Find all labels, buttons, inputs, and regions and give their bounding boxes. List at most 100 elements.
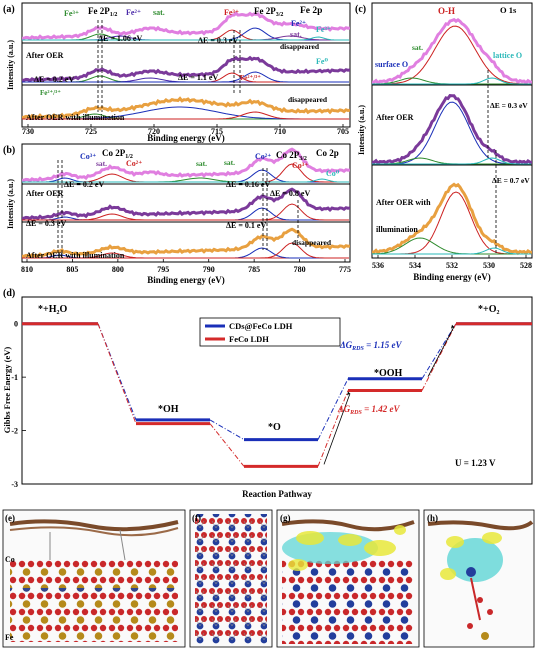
panel-c-spectrum-mid <box>372 94 532 166</box>
fe23-mid-label: Fe²⁺/³⁺ <box>240 74 261 82</box>
co3-left-label: Co³⁺ <box>80 152 96 161</box>
energy-connector <box>421 323 457 380</box>
y-tick-label: -2 <box>11 427 18 436</box>
state-o2-label: *+O₂ <box>478 304 499 315</box>
x-tick-label: 725 <box>85 127 97 136</box>
disappeared-b: disappeared <box>292 238 332 247</box>
de-b4: ΔE = 0.3 eV <box>26 219 66 228</box>
panel-f-structure: (f) <box>189 509 273 648</box>
surface-o-label: surface O <box>375 60 408 69</box>
x-tick-label: 790 <box>203 265 215 274</box>
co0-label: Co⁰ <box>326 169 340 178</box>
fe2-mid-label: Fe²⁺ <box>291 19 306 28</box>
co2-mid-label: Co²⁺ <box>126 159 142 168</box>
sat-b1-label: sat. <box>96 159 107 168</box>
panel-a-x-ticks: 730 725 720 715 710 705 <box>22 124 349 136</box>
after-oer-c: After OER <box>376 113 414 122</box>
panel-c-xlabel: Binding energy (eV) <box>413 272 491 282</box>
dg-blue-label: ΔGRDS = 1.15 eV <box>339 340 402 352</box>
panel-g-lattice <box>282 560 414 644</box>
energy-connector <box>421 323 457 391</box>
panel-e-lattice-layer <box>10 588 178 598</box>
sat-b3-label: sat. <box>224 158 235 167</box>
energy-connector <box>209 419 245 441</box>
fe23-left-label: Fe²⁺/³⁺ <box>40 89 61 97</box>
x-tick-label: 530 <box>483 261 495 270</box>
legend-label-feco: FeCo LDH <box>229 334 269 344</box>
x-tick-label: 536 <box>372 261 384 270</box>
fe3-right-label: Fe³⁺ <box>316 25 331 34</box>
after-oer-ill-b: After OER with illumination <box>26 251 125 260</box>
panel-b-fit-components <box>22 163 349 259</box>
fe2-left-label: Fe²⁺ <box>126 8 141 17</box>
energy-connector <box>317 390 349 467</box>
panel-a-fe2p: (a) Fe 2p Fe 2P1/2 Fe 2P3/2 Fe³⁺ Fe²⁺ sa… <box>3 2 351 143</box>
panel-d-letter: (d) <box>3 288 15 299</box>
legend-label-cds: CDs@FeCo LDH <box>229 321 293 331</box>
panel-c-frame <box>371 2 533 259</box>
panel-h-fe-atom <box>481 632 489 640</box>
panel-b-letter: (b) <box>3 145 15 156</box>
panel-b-xlabel: Binding energy (eV) <box>147 275 225 285</box>
sat-a2-label: sat. <box>290 30 302 39</box>
panel-b-spectrum-bot <box>22 227 350 259</box>
sat-a-label: sat. <box>153 8 165 17</box>
fit-component <box>22 178 349 183</box>
panel-b-spectrum-mid <box>22 187 350 221</box>
panel-h-frame <box>423 509 535 648</box>
x-tick-label: 780 <box>294 265 306 274</box>
x-tick-label: 730 <box>22 127 34 136</box>
panel-a-letter: (a) <box>3 4 15 15</box>
panel-a-spectrum-mid <box>22 55 350 83</box>
y-tick-label: -3 <box>11 480 18 489</box>
panel-a-xlabel: Binding energy (eV) <box>147 133 225 143</box>
panel-h-co-atom <box>466 567 476 577</box>
panel-a-ylabel: Intensity (a.u.) <box>6 40 15 90</box>
panel-e-structure: (e) Co Fe <box>2 509 186 648</box>
u-label: U = 1.23 V <box>455 458 496 468</box>
rds-arrow <box>427 326 455 377</box>
fe2p12-label: Fe 2P1/2 <box>88 6 117 18</box>
state-ooh-label: *OOH <box>374 368 403 379</box>
x-tick-label: 805 <box>66 265 78 274</box>
y-tick-label: 0 <box>14 320 18 329</box>
after-oer-ill-c1: After OER with <box>376 198 431 207</box>
panel-b-ylabel: Intensity (a.u.) <box>6 179 15 229</box>
panel-d-frame <box>21 296 533 485</box>
de-c1: ΔE = 0.3 eV <box>490 101 528 110</box>
panel-c-ylabel: Intensity (a.u.) <box>357 105 366 155</box>
rds-arrow <box>323 393 351 465</box>
de-b5: ΔE = 0.1 eV <box>226 221 266 230</box>
fit-component <box>22 71 349 83</box>
fe3-left-label: Fe³⁺ <box>64 9 79 18</box>
fit-component <box>22 203 349 221</box>
panel-c-spectrum-top <box>372 17 532 86</box>
x-tick-label: 810 <box>21 265 33 274</box>
panel-a-fit-components <box>22 27 349 120</box>
x-tick-label: 785 <box>248 265 260 274</box>
fit-component <box>372 25 532 85</box>
co2p32-label: Co 2P3/2 <box>276 150 307 162</box>
de-a1: ΔE = 1.06 eV <box>98 34 142 43</box>
fe3-mid-label: Fe³⁺ <box>224 8 239 17</box>
panel-a-frame <box>21 2 351 128</box>
panel-c-x-ticks: 536 534 532 530 528 <box>372 255 532 270</box>
panel-h-depletion-region <box>447 538 503 582</box>
disappeared-a2: disappeared <box>288 95 328 104</box>
after-oer-b: After OER <box>26 189 64 198</box>
panel-g-accumulation-region <box>296 531 324 545</box>
x-tick-label: 720 <box>148 127 160 136</box>
disappeared-a1: disappeared <box>280 42 320 51</box>
fit-component <box>22 242 349 259</box>
de-b1: ΔE = 0.2 eV <box>64 180 104 189</box>
de-b2: ΔE = 0.16 eV <box>226 180 270 189</box>
co-label: Co <box>5 555 15 564</box>
de-a3: ΔE = 0.2 eV <box>34 75 74 84</box>
x-tick-label: 705 <box>337 127 349 136</box>
co2p12-label: Co 2P1/2 <box>102 148 133 160</box>
panel-f-lattice <box>195 514 267 644</box>
energy-connector <box>97 323 137 421</box>
panel-c-letter: (c) <box>355 4 366 15</box>
panel-d-ylabel: Gibbs Free Energy (eV) <box>2 347 12 434</box>
fit-component <box>372 157 531 165</box>
